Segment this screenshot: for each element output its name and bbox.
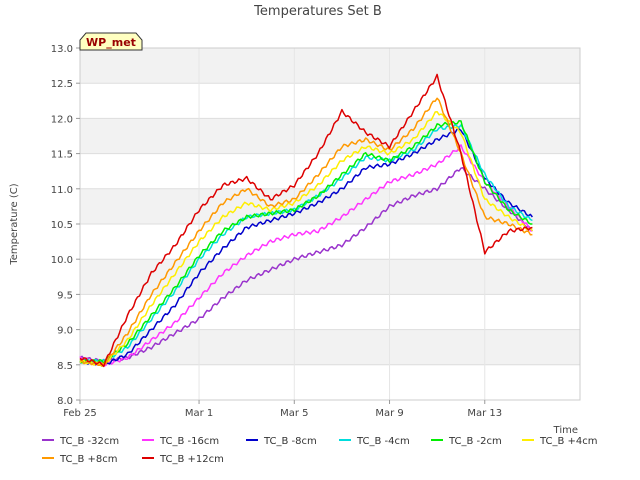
legend-label: TC_B -4cm — [356, 436, 410, 447]
y-tick-label: 8.0 — [57, 396, 73, 407]
x-tick-label: Mar 5 — [280, 408, 308, 419]
legend-item: TC_B -32cm — [42, 436, 119, 447]
plot-background — [80, 48, 580, 365]
series-line — [79, 110, 534, 367]
series-line — [79, 144, 533, 367]
y-tick-label: 11.0 — [51, 185, 73, 196]
series-line — [79, 128, 533, 367]
legend-label: TC_B +8cm — [59, 454, 118, 465]
y-tick-label: 12.5 — [51, 79, 73, 90]
x-axis-label: Time — [553, 425, 578, 436]
series-line — [79, 97, 533, 366]
annotation-box: WP_met — [79, 32, 143, 51]
y-tick-label: 12.0 — [51, 114, 73, 125]
plot-band — [80, 48, 580, 84]
x-tick-label: Mar 1 — [185, 408, 213, 419]
plot-band — [80, 118, 580, 154]
y-axis-label: Temperature (C) — [9, 183, 20, 265]
x-tick-label: Feb 25 — [63, 408, 97, 419]
y-tick-label: 10.5 — [51, 220, 73, 231]
x-axis: Feb 25 Mar 1 Mar 5 Mar 9 Mar 13 — [63, 400, 502, 419]
legend-item: TC_B +12cm — [142, 454, 224, 465]
y-tick-label: 13.0 — [51, 44, 73, 55]
legend-label: TC_B -16cm — [159, 436, 219, 447]
series-lines — [79, 73, 534, 368]
y-tick-label: 11.5 — [51, 150, 73, 161]
legend-item: TC_B +4cm — [522, 436, 598, 447]
plot-band — [80, 329, 580, 365]
series-line — [79, 166, 533, 364]
x-tick-label: Mar 13 — [467, 408, 502, 419]
legend-item: TC_B +8cm — [42, 454, 118, 465]
legend-label: TC_B -32cm — [59, 436, 119, 447]
legend: TC_B -32cm TC_B -16cm TC_B -8cm TC_B -4cm TC… — [42, 436, 598, 465]
legend-item: TC_B -16cm — [142, 436, 219, 447]
y-tick-label: 10.0 — [51, 255, 73, 266]
y-tick-label: 9.5 — [57, 290, 73, 301]
legend-label: TC_B -8cm — [263, 436, 317, 447]
legend-label: TC_B +4cm — [539, 436, 598, 447]
series-line — [79, 123, 533, 364]
y-tick-label: 8.5 — [57, 361, 73, 372]
x-tick-label: Mar 9 — [375, 408, 403, 419]
legend-label: TC_B +12cm — [159, 454, 224, 465]
series-line — [79, 120, 533, 364]
legend-item: TC_B -4cm — [339, 436, 410, 447]
y-tick-label: 9.0 — [57, 326, 73, 337]
y-axis: 8.0 8.5 9.0 9.5 10.0 10.5 11.0 11.5 12.0 12.5 13.0 — [51, 44, 80, 407]
annotation-label: WP_met — [86, 36, 136, 49]
chart-title: Temperatures Set B — [253, 4, 382, 19]
series-line — [79, 73, 533, 368]
legend-item: TC_B -2cm — [431, 436, 502, 447]
legend-item: TC_B -8cm — [246, 436, 317, 447]
legend-label: TC_B -2cm — [448, 436, 502, 447]
